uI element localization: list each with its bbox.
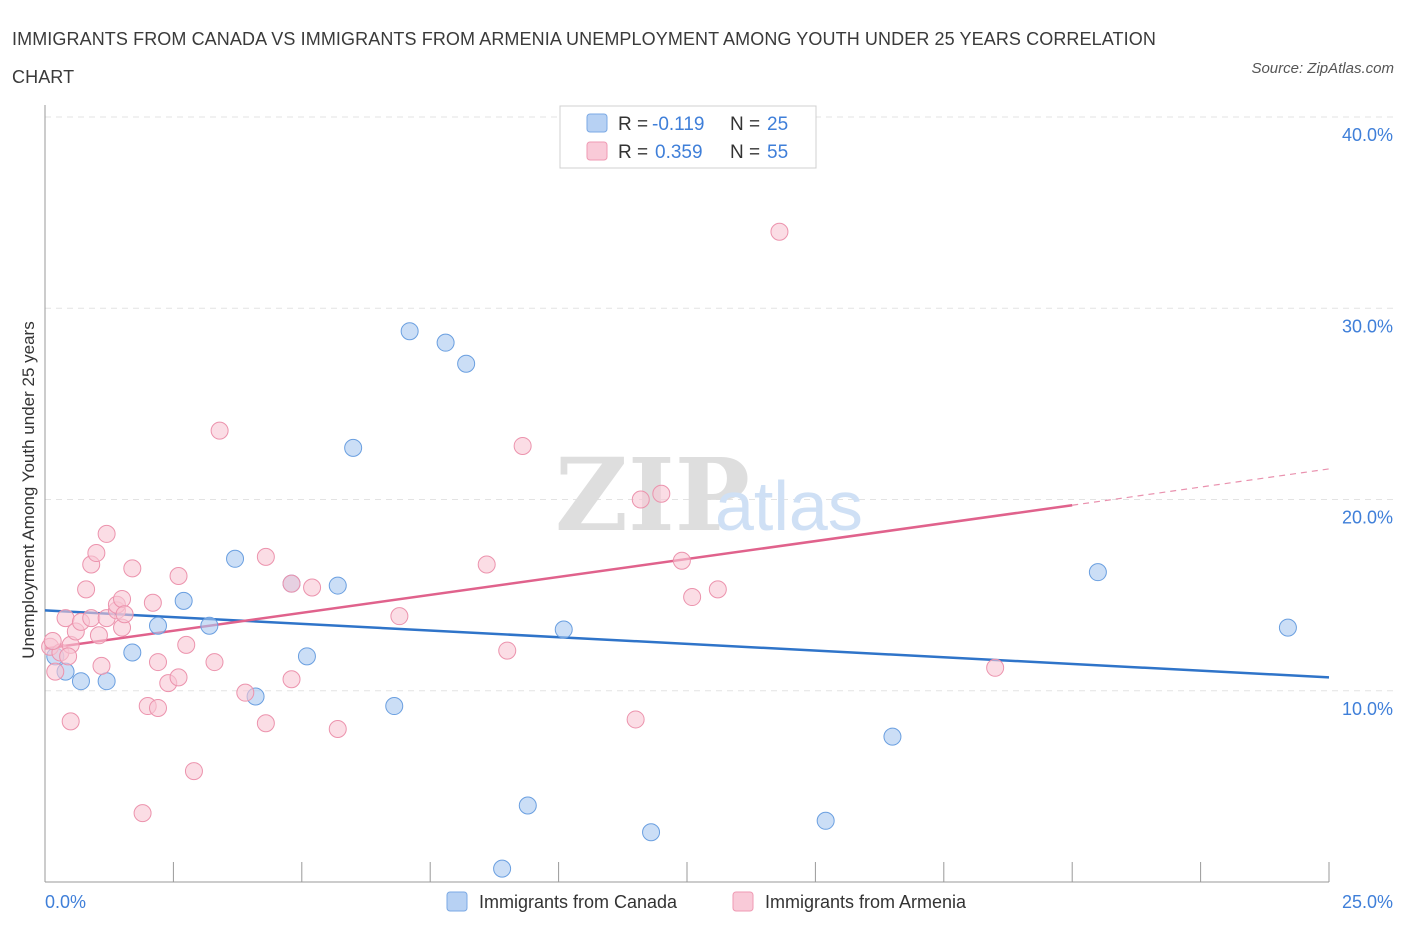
- point-canada: [71, 672, 90, 691]
- point-canada: [226, 549, 245, 568]
- x-tick-label-min: 0.0%: [45, 892, 86, 912]
- point-armenia: [148, 653, 167, 672]
- point-armenia: [46, 662, 65, 681]
- point-canada: [297, 647, 316, 666]
- point-armenia: [43, 632, 62, 651]
- point-armenia: [89, 626, 108, 645]
- watermark-atlas: atlas: [715, 467, 863, 545]
- point-canada: [883, 727, 902, 746]
- correlation-legend: R = -0.119 N = 25 R = 0.359 N = 55: [559, 105, 817, 169]
- point-canada: [518, 796, 537, 815]
- point-armenia: [148, 698, 167, 717]
- point-canada: [436, 333, 455, 352]
- point-canada: [400, 322, 419, 341]
- point-armenia: [986, 658, 1005, 677]
- legend-n-value-canada: 25: [767, 114, 788, 135]
- point-armenia: [133, 804, 152, 823]
- point-canada: [1088, 563, 1107, 582]
- point-canada: [816, 811, 835, 830]
- point-canada: [457, 354, 476, 373]
- point-armenia: [708, 580, 727, 599]
- point-armenia: [303, 578, 322, 597]
- point-armenia: [61, 712, 80, 731]
- legend-r-value-armenia: 0.359: [655, 142, 703, 163]
- point-armenia: [477, 555, 496, 574]
- point-armenia: [652, 484, 671, 503]
- legend-r-label-armenia: R =: [618, 142, 648, 163]
- point-canada: [385, 697, 404, 716]
- bottom-legend-label-armenia: Immigrants from Armenia: [765, 892, 967, 912]
- grid-lines: [45, 116, 1395, 692]
- legend-r-label-canada: R =: [618, 114, 648, 135]
- series-legend: Immigrants from Canada Immigrants from A…: [446, 891, 967, 912]
- point-armenia: [92, 656, 111, 675]
- point-armenia: [390, 607, 409, 626]
- y-tick-label: 40.0%: [1342, 125, 1393, 145]
- point-armenia: [626, 710, 645, 729]
- point-armenia: [59, 647, 78, 666]
- point-canada: [344, 438, 363, 457]
- point-armenia: [683, 588, 702, 607]
- point-canada: [1278, 618, 1297, 637]
- point-armenia: [672, 551, 691, 570]
- point-armenia: [143, 593, 162, 612]
- point-armenia: [87, 544, 106, 563]
- source-label: Source: ZipAtlas.com: [1251, 60, 1394, 77]
- point-canada: [328, 576, 347, 595]
- y-tick-label: 20.0%: [1342, 508, 1393, 528]
- point-canada: [493, 859, 512, 878]
- point-armenia: [282, 574, 301, 593]
- legend-r-value-canada: -0.119: [652, 114, 704, 135]
- point-armenia: [82, 609, 101, 628]
- axes: [44, 105, 1330, 883]
- point-canada: [554, 620, 573, 639]
- legend-n-label-canada: N =: [730, 114, 760, 135]
- y-tick-labels: 10.0% 20.0% 30.0% 40.0%: [1342, 125, 1393, 719]
- point-armenia: [205, 653, 224, 672]
- point-armenia: [184, 762, 203, 781]
- point-canada: [174, 591, 193, 610]
- point-armenia: [115, 605, 134, 624]
- y-axis-label: Unemployment Among Youth under 25 years: [19, 321, 38, 658]
- bottom-legend-label-canada: Immigrants from Canada: [479, 892, 678, 912]
- point-armenia: [113, 589, 132, 608]
- x-tick-label-max: 25.0%: [1342, 892, 1393, 912]
- y-tick-label: 30.0%: [1342, 316, 1393, 336]
- point-armenia: [123, 559, 142, 578]
- point-armenia: [256, 714, 275, 733]
- point-armenia: [770, 222, 789, 241]
- point-armenia: [328, 720, 347, 738]
- data-points: [41, 222, 1297, 878]
- y-tick-label: 10.0%: [1342, 699, 1393, 719]
- point-canada: [200, 616, 219, 635]
- point-armenia: [513, 436, 532, 455]
- bottom-legend-swatch-canada: [446, 891, 468, 912]
- point-canada: [123, 643, 142, 662]
- point-armenia: [97, 524, 116, 543]
- point-armenia: [256, 547, 275, 566]
- point-armenia: [177, 635, 196, 654]
- legend-swatch-canada: [586, 113, 608, 133]
- legend-swatch-armenia: [586, 141, 608, 161]
- point-armenia: [631, 490, 650, 509]
- point-armenia: [236, 683, 255, 702]
- point-canada: [642, 823, 661, 842]
- point-armenia: [210, 421, 229, 440]
- point-armenia: [498, 641, 517, 660]
- legend-n-label-armenia: N =: [730, 142, 760, 163]
- bottom-legend-swatch-armenia: [732, 891, 754, 912]
- chart-title: IMMIGRANTS FROM CANADA VS IMMIGRANTS FRO…: [12, 29, 1156, 87]
- point-canada: [97, 672, 116, 691]
- point-armenia: [282, 670, 301, 689]
- legend-n-value-armenia: 55: [767, 142, 788, 163]
- point-armenia: [77, 580, 96, 599]
- point-armenia: [169, 668, 188, 687]
- point-armenia: [169, 567, 188, 585]
- trend-line-canada: [44, 609, 1330, 679]
- point-canada: [148, 616, 167, 635]
